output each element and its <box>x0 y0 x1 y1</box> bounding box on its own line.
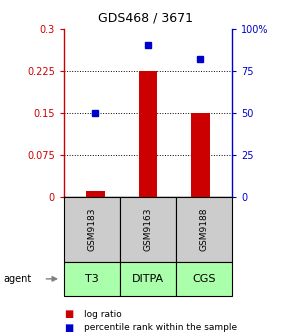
Text: ■: ■ <box>64 323 73 333</box>
Text: agent: agent <box>3 274 31 284</box>
Text: GDS468 / 3671: GDS468 / 3671 <box>97 12 193 25</box>
Text: GSM9183: GSM9183 <box>87 208 96 251</box>
Text: ■: ■ <box>64 309 73 319</box>
Text: percentile rank within the sample: percentile rank within the sample <box>84 323 237 332</box>
Bar <box>86 191 104 197</box>
Bar <box>191 113 210 197</box>
Text: GSM9163: GSM9163 <box>143 208 153 251</box>
Text: T3: T3 <box>85 274 99 284</box>
Text: log ratio: log ratio <box>84 310 122 319</box>
Bar <box>139 71 157 197</box>
Text: DITPA: DITPA <box>132 274 164 284</box>
Text: GSM9188: GSM9188 <box>200 208 209 251</box>
Text: CGS: CGS <box>192 274 216 284</box>
